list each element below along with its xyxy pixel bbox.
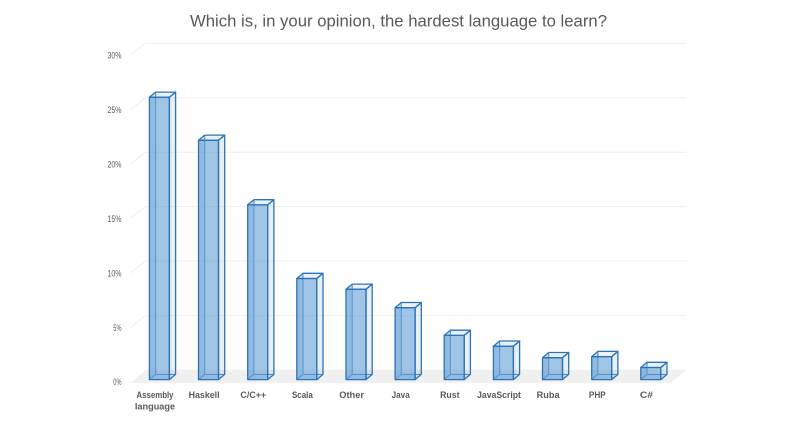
svg-text:15%: 15% [108,214,122,224]
svg-text:C#: C# [640,390,653,400]
svg-text:C/C++: C/C++ [240,390,266,400]
svg-text:20%: 20% [108,159,122,169]
svg-text:25%: 25% [108,105,122,115]
svg-text:Scala: Scala [292,390,313,400]
svg-text:Which is, in your opinion, the: Which is, in your opinion, the hardest l… [190,12,607,30]
svg-text:Assembly: Assembly [136,390,173,400]
svg-text:PHP: PHP [589,390,606,400]
svg-text:Java: Java [392,390,410,400]
svg-text:language: language [135,402,175,412]
svg-text:Other: Other [339,390,364,400]
svg-text:10%: 10% [108,268,122,278]
svg-text:Ruba: Ruba [537,390,560,400]
svg-text:JavaScript: JavaScript [477,390,521,400]
svg-text:30%: 30% [108,51,122,61]
svg-text:0%: 0% [113,377,121,387]
svg-text:5%: 5% [113,323,121,333]
svg-text:Rust: Rust [440,390,459,400]
svg-text:Haskell: Haskell [189,390,220,400]
